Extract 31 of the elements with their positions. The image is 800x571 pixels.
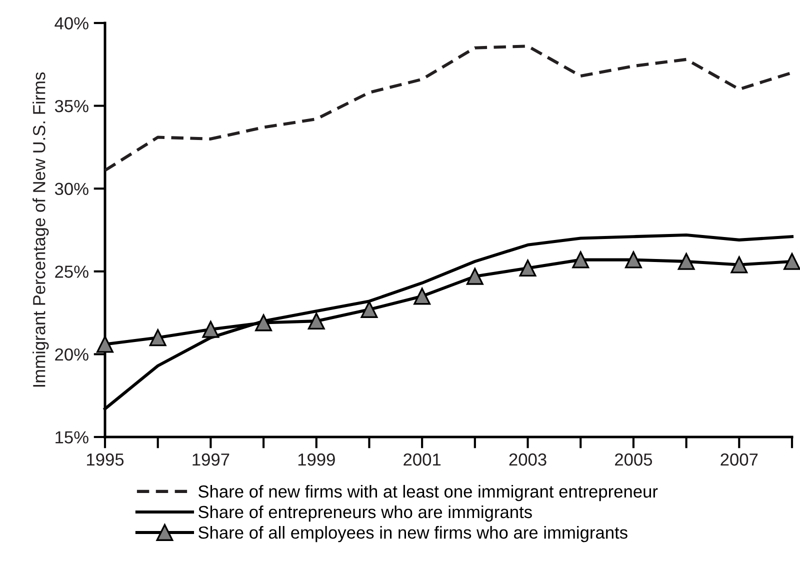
y-tick-label: 20%	[55, 348, 88, 361]
point	[202, 320, 220, 338]
point	[784, 252, 800, 270]
x-tick-label: 2003	[509, 453, 546, 466]
point	[730, 256, 748, 274]
legend-label: Share of all employees in new firms who are immigrants	[198, 526, 628, 542]
x-tick-label: 1997	[192, 453, 230, 466]
point	[255, 314, 272, 332]
point	[360, 301, 378, 318]
y-tick-label: 25%	[55, 266, 88, 278]
y-tick-label: 35%	[54, 100, 88, 112]
y-axis-title: Immigrant Percentage of New U.S. Firms	[32, 72, 49, 387]
legend-label: Share of entrepreneurs who are immigrants	[198, 505, 532, 522]
legend-label: Share of new firms with at least one immigrant entrepreneur	[198, 484, 658, 502]
point	[678, 252, 695, 270]
point	[519, 260, 536, 277]
x-tick-label: 2007	[720, 453, 758, 466]
x-tick-label: 1999	[298, 453, 335, 466]
point	[308, 312, 325, 330]
y-tick-label: 30%	[54, 182, 88, 196]
point	[414, 288, 431, 305]
point	[466, 268, 484, 285]
y-tick-label: 15%	[56, 431, 88, 444]
point	[572, 251, 590, 268]
x-tick-label: 1995	[87, 453, 124, 466]
x-tick-label: 2005	[615, 453, 652, 466]
point	[624, 251, 642, 268]
point	[96, 336, 114, 353]
x-tick-label: 2001	[404, 453, 441, 466]
point	[149, 329, 166, 346]
y-tick-label: 40%	[54, 17, 88, 30]
